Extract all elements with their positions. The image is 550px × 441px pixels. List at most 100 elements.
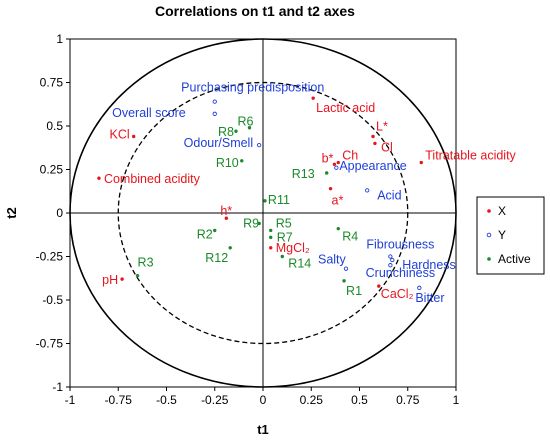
- point-y-fibrousness: [388, 254, 393, 259]
- point-label-hardness: Hardness: [402, 258, 456, 272]
- y-tick-label: -0.75: [36, 337, 64, 351]
- y-tick-label: 0.5: [46, 119, 63, 133]
- y-tick-label: 0: [56, 206, 63, 220]
- y-tick-label: -1: [52, 380, 63, 394]
- point-active-r8: [234, 129, 238, 133]
- point-label-cl: Cl: [381, 140, 393, 154]
- point-x-h: [224, 216, 229, 220]
- legend-marker-active: [487, 257, 491, 261]
- point-label-r14: R14: [288, 257, 311, 271]
- point-label-acid: Acid: [377, 188, 401, 202]
- x-tick-label: -0.25: [201, 393, 229, 407]
- point-label-combined-acidity: Combined acidity: [104, 172, 201, 186]
- point-x-combined-acidity: [97, 176, 101, 180]
- point-y-overall-score: [212, 111, 217, 116]
- point-y-salty: [343, 266, 349, 271]
- point-label-overall-score: Overall score: [112, 106, 186, 120]
- point-label-ph: pH: [102, 273, 118, 287]
- point-label-a: a*: [332, 194, 344, 208]
- point-label-mgcl: MgCl₂: [276, 241, 310, 255]
- point-y-appearance: [334, 165, 339, 170]
- point-label-purchasing-predisposition: Purchasing predisposition: [181, 81, 324, 95]
- point-x-lactic-acid: [311, 96, 315, 100]
- y-tick-label: 0.25: [40, 163, 64, 177]
- point-label-r12: R12: [205, 251, 228, 265]
- point-y-crunchiness: [388, 263, 393, 268]
- point-label-odour-smell: Odour/Smell: [184, 136, 253, 150]
- point-x-titratable-acidity: [419, 160, 423, 165]
- x-tick-label: 0: [260, 393, 267, 407]
- point-label-ch: Ch: [342, 149, 358, 163]
- point-active-r7: [269, 235, 273, 240]
- point-x-ch: [336, 160, 340, 165]
- point-label-r4: R4: [342, 230, 358, 244]
- point-active-r12: [228, 246, 232, 250]
- y-tick-label: 1: [56, 32, 63, 46]
- point-label-titratable-acidity: Titratable acidity: [425, 149, 516, 163]
- legend-marker-x: [487, 209, 491, 213]
- point-active-r4: [336, 226, 340, 231]
- x-tick-label: 0.75: [396, 393, 420, 407]
- point-label-crunchiness: Crunchiness: [366, 266, 435, 280]
- point-y-hardness: [390, 257, 395, 263]
- point-label-r7: R7: [277, 230, 293, 244]
- point-active-r9: [257, 221, 261, 226]
- point-label-r11: R11: [268, 193, 290, 207]
- point-label-salty: Salty: [318, 253, 347, 267]
- point-label-cacl: CaCl₂: [381, 287, 414, 301]
- x-tick-label: 1: [453, 393, 460, 407]
- point-active-r2: [213, 228, 217, 233]
- point-y-bitter: [417, 285, 422, 290]
- point-x-ph: [120, 277, 124, 281]
- point-label-r10: R10: [216, 156, 239, 170]
- axes-layer: -1 -0.75 -0.5 -0.25 0 0.25 0.5 0.75 1 -1 -0.75 -0.5…: [36, 32, 460, 407]
- point-active-r11: [263, 199, 267, 203]
- point-x-kcl: [131, 134, 136, 139]
- point-label-bitter: Bitter: [415, 291, 444, 305]
- point-active-r14: [280, 254, 284, 259]
- legend-label-y: Y: [498, 228, 506, 242]
- point-y-purchasing-predisposition: [212, 99, 217, 104]
- point-active-r3: [135, 273, 140, 278]
- point-y-acid: [365, 188, 370, 193]
- point-label-l: L*: [376, 119, 388, 133]
- point-label-lactic-acid: Lactic acid: [316, 101, 375, 115]
- point-label-r5: R5: [276, 216, 292, 230]
- point-label-fibrousness: Fibrousness: [366, 238, 434, 252]
- y-tick-label: -0.5: [42, 293, 63, 307]
- legend-marker-y: [486, 232, 492, 238]
- point-label-r6: R6: [237, 115, 253, 129]
- x-tick-label: 0.5: [351, 393, 368, 407]
- point-x-cl: [373, 141, 377, 146]
- x-tick-label: -1: [65, 393, 76, 407]
- y-axis-label: t2: [4, 207, 19, 219]
- point-label-r13: R13: [292, 167, 315, 181]
- point-label-appearance: Appearance: [339, 159, 406, 173]
- point-x-mgcl: [269, 246, 273, 250]
- chart-title: Correlations on t1 and t2 axes: [155, 3, 355, 19]
- point-active-r1: [342, 279, 346, 283]
- point-label-r1: R1: [346, 284, 362, 298]
- legend-label-x: X: [498, 204, 506, 218]
- point-active-r13: [324, 171, 329, 175]
- point-y-odour-smell: [256, 142, 262, 148]
- y-tick-label: 0.75: [40, 76, 64, 90]
- point-label-b: b*: [322, 151, 334, 165]
- point-active-r10: [240, 159, 244, 163]
- point-label-h: h*: [220, 204, 232, 218]
- y-tick-label: -0.25: [36, 250, 64, 264]
- x-tick-label: -0.5: [156, 393, 177, 407]
- point-active-r5: [269, 228, 273, 233]
- point-x-l: [371, 134, 375, 139]
- legend: XY Active: [476, 196, 545, 275]
- point-active-r6: [247, 126, 252, 130]
- point-label-r9: R9: [243, 216, 259, 230]
- point-label-kcl: KCl: [110, 127, 130, 141]
- point-label-r2: R2: [197, 227, 213, 241]
- x-tick-label: 0.25: [300, 393, 324, 407]
- point-label-r3: R3: [138, 256, 154, 270]
- x-tick-label: -0.75: [105, 393, 133, 407]
- point-x-cacl: [377, 284, 381, 288]
